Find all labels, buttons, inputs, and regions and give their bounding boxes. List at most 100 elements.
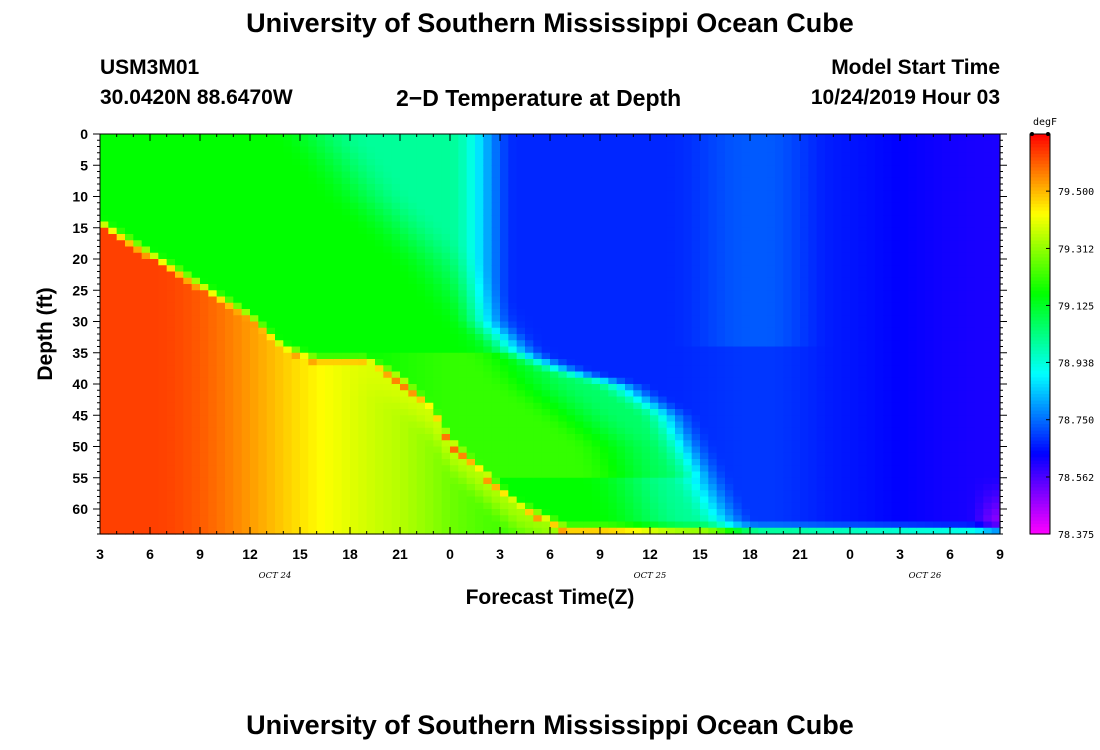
heatmap-cell	[475, 171, 484, 179]
heatmap-cell	[708, 390, 718, 398]
heatmap-cell	[116, 309, 126, 316]
heatmap-cell	[608, 209, 618, 216]
heatmap-cell	[541, 346, 551, 354]
heatmap-cell	[625, 240, 634, 248]
heatmap-cell	[666, 377, 676, 385]
heatmap-cell	[566, 459, 576, 466]
heatmap-cell	[733, 196, 743, 204]
heatmap-cell	[200, 215, 209, 223]
heatmap-cell	[216, 227, 226, 235]
heatmap-cell	[566, 521, 576, 529]
heatmap-cell	[716, 209, 726, 216]
heatmap-cell	[216, 415, 226, 423]
heatmap-cell	[166, 184, 176, 191]
heatmap-cell	[141, 240, 151, 248]
heatmap-cell	[633, 234, 643, 241]
heatmap-cell	[533, 359, 543, 366]
heatmap-cell	[300, 471, 309, 479]
heatmap-cell	[316, 502, 326, 510]
heatmap-cell	[483, 221, 493, 229]
heatmap-cell	[225, 296, 234, 304]
heatmap-cell	[358, 365, 368, 373]
heatmap-cell	[425, 202, 434, 210]
heatmap-cell	[191, 452, 201, 460]
heatmap-cell	[591, 346, 601, 354]
heatmap-cell	[458, 315, 468, 323]
heatmap-cell	[600, 477, 609, 485]
heatmap-cell	[166, 221, 176, 229]
heatmap-cell	[233, 152, 243, 160]
heatmap-cell	[341, 190, 351, 198]
heatmap-cell	[466, 202, 476, 210]
heatmap-cell	[658, 140, 668, 148]
heatmap-cell	[533, 415, 543, 423]
heatmap-cell	[700, 259, 709, 266]
heatmap-cell	[566, 421, 576, 429]
heatmap-cell	[333, 140, 343, 148]
heatmap-cell	[491, 240, 501, 248]
heatmap-cell	[241, 234, 251, 241]
heatmap-cell	[283, 284, 293, 291]
heatmap-cell	[150, 240, 159, 248]
heatmap-cell	[583, 259, 593, 266]
heatmap-cell	[258, 434, 268, 441]
heatmap-cell	[350, 196, 359, 204]
heatmap-cell	[491, 277, 501, 285]
heatmap-cell	[175, 196, 184, 204]
heatmap-cell	[575, 421, 584, 429]
heatmap-cell	[633, 515, 643, 523]
heatmap-cell	[416, 384, 426, 391]
heatmap-cell	[183, 284, 193, 291]
heatmap-cell	[708, 190, 718, 198]
heatmap-cell	[691, 190, 701, 198]
heatmap-cell	[516, 365, 526, 373]
heatmap-cell	[641, 190, 651, 198]
heatmap-cell	[716, 334, 726, 341]
heatmap-cell	[675, 271, 684, 279]
heatmap-cell	[400, 327, 409, 335]
heatmap-cell	[283, 140, 293, 148]
heatmap-cell	[433, 334, 443, 341]
heatmap-cell	[550, 296, 559, 304]
heatmap-cell	[158, 484, 168, 491]
heatmap-cell	[708, 240, 718, 248]
heatmap-cell	[250, 452, 259, 460]
heatmap-cell	[716, 302, 726, 310]
heatmap-cell	[175, 390, 184, 398]
heatmap-cell	[375, 190, 384, 198]
heatmap-cell	[641, 159, 651, 166]
heatmap-cell	[641, 471, 651, 479]
heatmap-cell	[566, 221, 576, 229]
heatmap-cell	[408, 321, 418, 329]
heatmap-cell	[391, 371, 401, 379]
heatmap-cell	[291, 309, 301, 316]
heatmap-cell	[125, 159, 134, 166]
heatmap-cell	[266, 484, 276, 491]
heatmap-cell	[650, 502, 659, 510]
heatmap-cell	[491, 409, 501, 416]
heatmap-cell	[250, 227, 259, 235]
heatmap-cell	[708, 284, 718, 291]
heatmap-cell	[266, 321, 276, 329]
heatmap-cell	[700, 177, 709, 185]
heatmap-cell	[208, 421, 218, 429]
heatmap-cell	[725, 227, 734, 235]
heatmap-cell	[508, 259, 518, 266]
heatmap-cell	[300, 446, 309, 454]
heatmap-cell	[250, 440, 259, 448]
heatmap-cell	[125, 384, 134, 391]
heatmap-cell	[408, 221, 418, 229]
heatmap-cell	[258, 477, 268, 485]
heatmap-cell	[308, 509, 318, 516]
heatmap-cell	[650, 290, 659, 298]
heatmap-cell	[150, 159, 159, 166]
heatmap-cell	[233, 246, 243, 254]
heatmap-cell	[708, 490, 718, 498]
heatmap-cell	[558, 209, 568, 216]
heatmap-cell	[708, 509, 718, 516]
heatmap-cell	[516, 271, 526, 279]
heatmap-cell	[600, 227, 609, 235]
heatmap-cell	[666, 415, 676, 423]
heatmap-cell	[416, 465, 426, 473]
heatmap-cell	[108, 340, 118, 348]
